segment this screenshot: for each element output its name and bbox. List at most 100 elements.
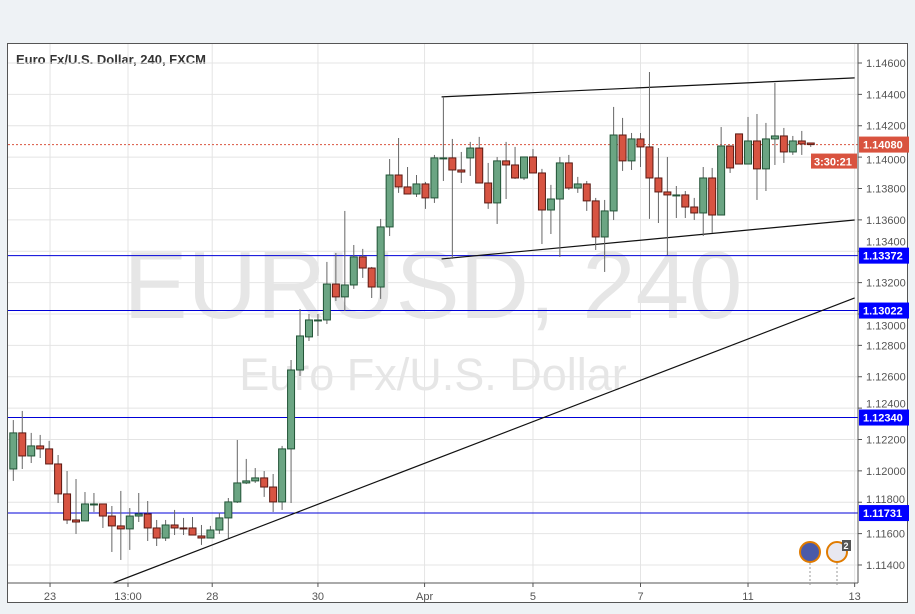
- level-label: 1.13372: [863, 251, 903, 263]
- price-tick-label: 1.13400: [866, 237, 906, 249]
- candle-down: [18, 432, 27, 457]
- candle-down: [752, 140, 761, 170]
- candle-down: [98, 503, 107, 517]
- price-tick-label: 1.11400: [866, 560, 905, 572]
- time-tick-label: 28: [206, 591, 218, 603]
- candle-down: [116, 525, 125, 530]
- candle-up: [89, 503, 98, 506]
- level-label-bg: [859, 505, 909, 522]
- price-tick-label: 1.13000: [866, 321, 906, 333]
- candle-down: [143, 513, 152, 529]
- candle-down: [331, 283, 340, 298]
- candle-down: [63, 493, 72, 521]
- candle-down: [645, 146, 654, 179]
- candle-down: [475, 147, 484, 184]
- candle-down: [636, 138, 645, 148]
- time-tick-label: 30: [312, 591, 324, 603]
- last-price-label: 1.14080: [863, 140, 903, 152]
- candle-up: [224, 501, 233, 519]
- candle-down: [197, 535, 206, 539]
- time-tick-label: 7: [637, 591, 643, 603]
- candle-down: [591, 200, 600, 238]
- price-tick-label: 1.14600: [866, 58, 906, 70]
- trendline: [441, 77, 855, 98]
- candle-up: [206, 529, 215, 539]
- trendline: [111, 297, 855, 583]
- price-tick-label: 1.12600: [866, 372, 906, 384]
- candle-down: [72, 519, 81, 523]
- candle-down: [54, 463, 63, 495]
- candle-down: [654, 177, 663, 193]
- candle-up: [439, 157, 448, 160]
- level-label-bg: [859, 247, 909, 264]
- candle-up: [744, 140, 753, 165]
- price-tick-label: 1.14200: [866, 121, 906, 133]
- candle-up: [699, 177, 708, 214]
- watermark-symbol: EURUSD, 240: [124, 232, 743, 339]
- price-tick-label: 1.12400: [866, 399, 906, 411]
- candle-down: [45, 448, 54, 465]
- candle-up: [493, 160, 502, 204]
- candle-up: [278, 448, 287, 503]
- candle-down: [36, 445, 45, 450]
- candle-up: [520, 156, 529, 179]
- time-tick-label: 5: [530, 591, 536, 603]
- time-tick-label: Apr: [416, 591, 433, 603]
- level-label: 1.11731: [863, 508, 902, 520]
- candle-up: [134, 513, 143, 517]
- candle-up: [340, 284, 349, 298]
- event-count: 2: [844, 541, 849, 551]
- time-tick-label: 13: [849, 591, 861, 603]
- candle-up: [600, 210, 609, 238]
- candle-up: [627, 138, 636, 162]
- eu-event-icon[interactable]: [799, 541, 821, 563]
- level-label-bg: [859, 409, 909, 426]
- level-label-bg: [859, 302, 909, 319]
- candle-down: [735, 133, 744, 165]
- candle-up: [242, 480, 251, 484]
- candle-down: [582, 183, 591, 202]
- trendline: [441, 219, 855, 260]
- candle-down: [107, 515, 116, 527]
- candle-down: [690, 206, 699, 214]
- candle-up: [251, 477, 260, 482]
- candle-up: [385, 174, 394, 228]
- candle-up: [27, 445, 36, 457]
- time-tick-label: 13:00: [114, 591, 142, 603]
- candle-up: [717, 145, 726, 216]
- candle-down: [618, 134, 627, 162]
- price-tick-label: 1.13200: [866, 278, 906, 290]
- candle-down: [511, 164, 520, 179]
- candle-up: [770, 135, 779, 140]
- candle-up: [555, 162, 564, 200]
- candle-up: [376, 226, 385, 288]
- candle-down: [484, 182, 493, 204]
- candle-down: [681, 194, 690, 208]
- candle-up: [161, 524, 170, 539]
- candle-down: [269, 486, 278, 503]
- candle-down: [152, 527, 161, 539]
- candle-up: [125, 515, 134, 530]
- candle-down: [457, 169, 466, 173]
- candle-up: [233, 482, 242, 503]
- countdown-label-bg: [811, 153, 857, 169]
- candle-up: [466, 147, 475, 159]
- candle-down: [394, 174, 403, 188]
- price-tick-label: 1.12800: [866, 340, 906, 352]
- candle-up: [80, 503, 89, 522]
- candle-down: [663, 191, 672, 196]
- candle-down: [448, 157, 457, 171]
- candle-down: [708, 177, 717, 216]
- candle-up: [430, 157, 439, 199]
- level-label: 1.12340: [863, 413, 903, 425]
- candle-up: [573, 183, 582, 189]
- price-tick-label: 1.11800: [866, 494, 905, 506]
- candle-down: [806, 142, 815, 146]
- candle-up: [215, 517, 224, 531]
- candle-down: [403, 186, 412, 195]
- event-count-badge: [842, 540, 851, 551]
- candle-up: [349, 256, 358, 286]
- time-tick-label: 11: [742, 591, 753, 603]
- time-tick-label: 23: [44, 591, 56, 603]
